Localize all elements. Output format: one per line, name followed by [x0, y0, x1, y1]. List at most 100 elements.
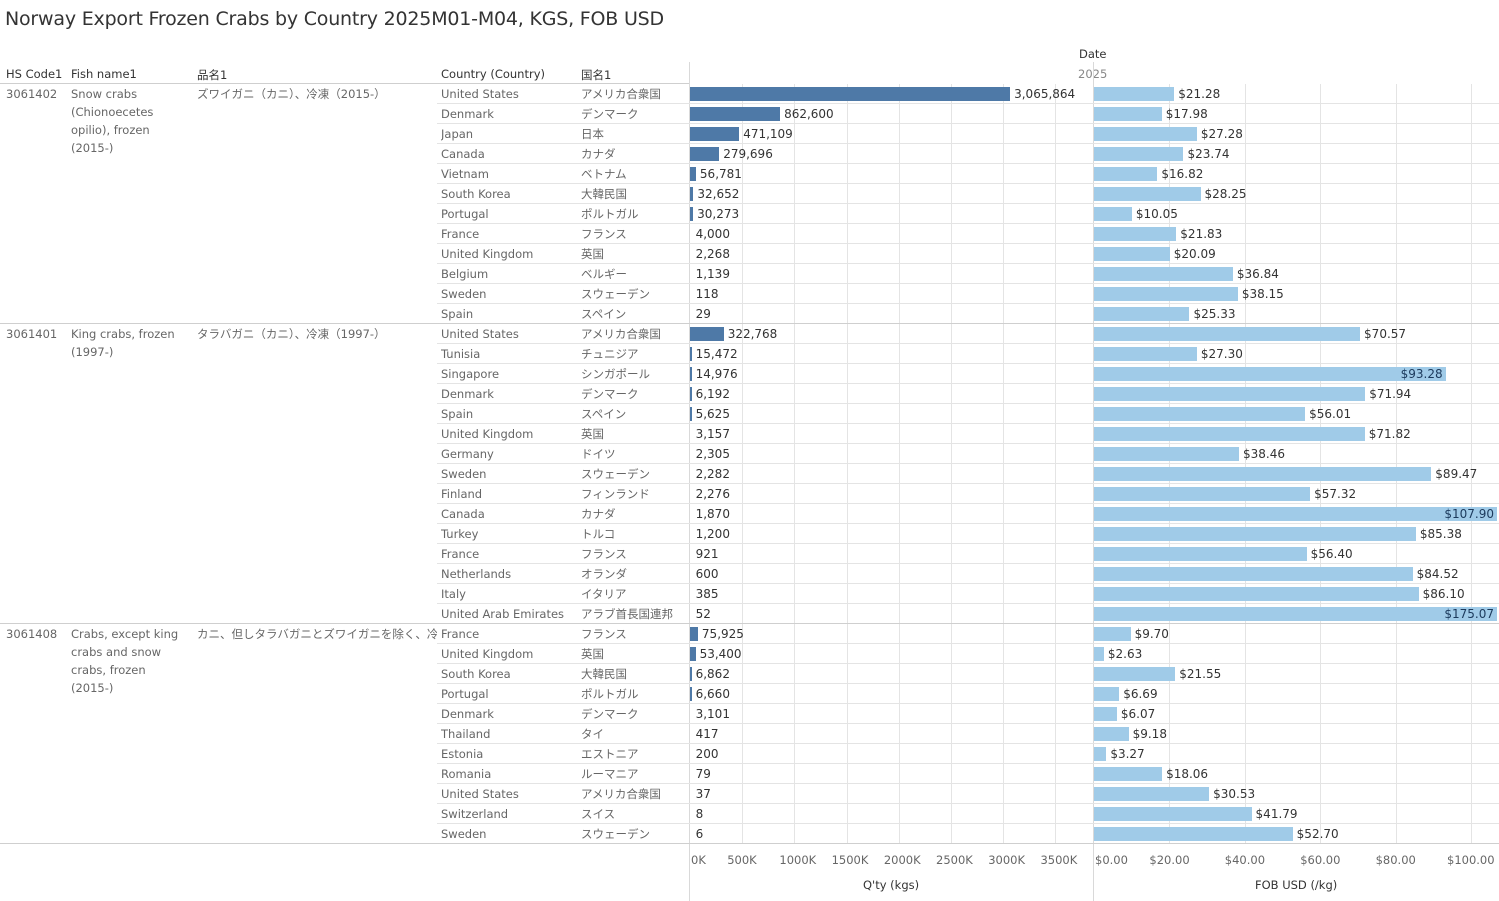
qty-bar: [690, 687, 692, 701]
country-cell: United States: [441, 787, 519, 801]
price-label: $175.07: [1444, 607, 1494, 621]
jp-country-cell: デンマーク: [581, 707, 639, 721]
price-tick-label: $0.00: [1095, 853, 1128, 867]
country-cell: South Korea: [441, 187, 511, 201]
hs-code-cell: 3061401: [6, 327, 58, 341]
qty-tick-label: 3500K: [1040, 853, 1078, 867]
qty-tick-label: 1500K: [831, 853, 869, 867]
price-tick-label: $100.00: [1447, 853, 1495, 867]
country-cell: Denmark: [441, 107, 494, 121]
qty-label: 1,200: [695, 527, 730, 541]
price-bar: [1094, 207, 1132, 221]
qty-label: 200: [695, 747, 719, 761]
price-tick-label: $60.00: [1300, 853, 1341, 867]
price-label: $85.38: [1419, 527, 1462, 541]
hs-code-header: HS Code1: [6, 67, 63, 81]
price-bar: [1094, 447, 1239, 461]
jp-country-cell: オランダ: [581, 567, 627, 581]
country-cell: Germany: [441, 447, 494, 461]
country-cell: Romania: [441, 767, 492, 781]
row-divider: [437, 183, 1499, 184]
country-cell: United Arab Emirates: [441, 607, 565, 621]
jp-country-cell: アメリカ合衆国: [581, 787, 661, 801]
qty-label: 471,109: [743, 127, 793, 141]
price-label: $86.10: [1422, 587, 1465, 601]
price-label: $3.27: [1110, 747, 1145, 761]
qty-label: 30,273: [697, 207, 740, 221]
qty-pane-border: [689, 62, 690, 901]
qty-label: 921: [695, 547, 719, 561]
country-header: Country (Country): [441, 67, 545, 81]
price-bar: [1094, 407, 1306, 421]
qty-tick-label: 0K: [691, 853, 706, 867]
country-cell: United Kingdom: [441, 427, 534, 441]
price-bar: [1094, 767, 1163, 781]
qty-tick-label: 3000K: [988, 853, 1026, 867]
qty-label: 862,600: [784, 107, 834, 121]
country-cell: Japan: [441, 127, 474, 141]
qty-label: 53,400: [699, 647, 742, 661]
price-tick-label: $20.00: [1149, 853, 1190, 867]
row-divider: [437, 703, 1499, 704]
price-label: $52.70: [1296, 827, 1339, 841]
price-bar: [1094, 127, 1197, 141]
qty-label: 14,976: [695, 367, 738, 381]
country-cell: Tunisia: [441, 347, 481, 361]
qty-gridline: [846, 84, 848, 844]
price-label: $70.57: [1364, 327, 1407, 341]
country-cell: Netherlands: [441, 567, 512, 581]
price-label: $6.69: [1123, 687, 1158, 701]
qty-label: 2,305: [695, 447, 730, 461]
fish-name-header: Fish name1: [71, 67, 137, 81]
jp-country-cell: エストニア: [581, 747, 639, 761]
price-bar: [1094, 367, 1446, 381]
qty-label: 3,157: [695, 427, 730, 441]
row-divider: [437, 763, 1499, 764]
price-label: $27.30: [1200, 347, 1243, 361]
row-divider: [437, 203, 1499, 204]
price-label: $10.05: [1135, 207, 1178, 221]
row-divider: [437, 803, 1499, 804]
country-cell: Canada: [441, 147, 485, 161]
price-label: $107.90: [1444, 507, 1494, 521]
jp-country-cell: タイ: [581, 727, 604, 741]
jp-country-cell: ルーマニア: [581, 767, 639, 781]
row-divider: [437, 483, 1499, 484]
price-bar: [1094, 827, 1293, 841]
price-label: $21.83: [1180, 227, 1223, 241]
row-divider: [437, 423, 1499, 424]
price-label: $20.09: [1173, 247, 1216, 261]
country-cell: Switzerland: [441, 807, 509, 821]
price-label: $30.53: [1213, 787, 1256, 801]
price-label: $21.55: [1179, 667, 1222, 681]
qty-gridline: [1003, 84, 1005, 844]
group-divider: [0, 623, 1499, 624]
price-bar: [1094, 607, 1497, 621]
country-cell: Italy: [441, 587, 466, 601]
country-cell: Spain: [441, 407, 474, 421]
price-bar: [1094, 107, 1162, 121]
qty-label: 8: [695, 807, 704, 821]
jp-country-cell: 大韓民国: [581, 187, 627, 201]
qty-bar: [690, 627, 698, 641]
jp-country-cell: スウェーデン: [581, 827, 650, 841]
country-cell: United Kingdom: [441, 247, 534, 261]
price-bar: [1094, 527, 1416, 541]
price-axis-title: FOB USD (/kg): [1255, 878, 1338, 892]
price-bar: [1094, 227, 1177, 241]
jp-country-cell: ベルギー: [581, 267, 627, 281]
price-label: $21.28: [1178, 87, 1221, 101]
price-label: $57.32: [1314, 487, 1357, 501]
jp-country-cell: フランス: [581, 227, 627, 241]
jp-country-cell: 大韓民国: [581, 667, 627, 681]
qty-label: 29: [695, 307, 711, 321]
country-cell: Estonia: [441, 747, 484, 761]
row-divider: [437, 743, 1499, 744]
qty-label: 417: [695, 727, 719, 741]
jp-country-cell: ドイツ: [581, 447, 616, 461]
year-header: 2025: [1078, 67, 1107, 81]
price-bar: [1094, 507, 1497, 521]
price-bar: [1094, 467, 1432, 481]
price-bar: [1094, 347, 1197, 361]
country-cell: United States: [441, 327, 519, 341]
